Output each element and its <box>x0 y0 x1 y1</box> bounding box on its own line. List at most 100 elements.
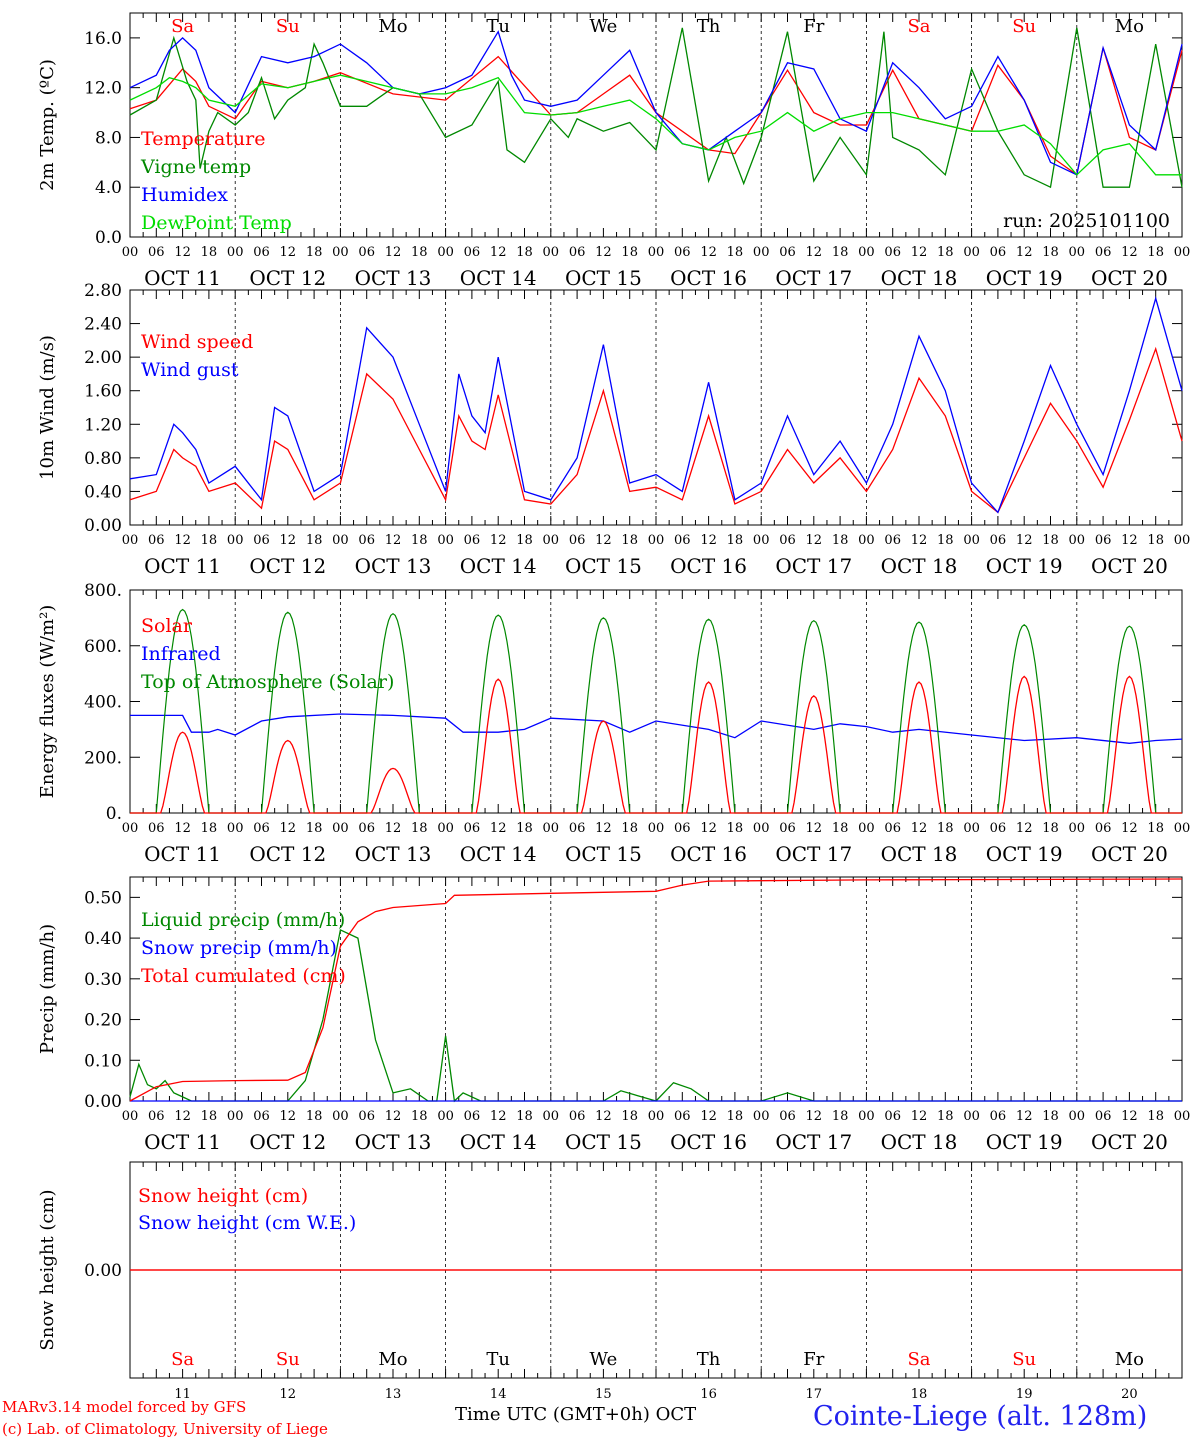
hour-label: 06 <box>779 245 796 260</box>
hour-label: 12 <box>1016 821 1033 836</box>
hour-label: 00 <box>858 245 875 260</box>
hour-label: 18 <box>621 821 638 836</box>
date-label: OCT 16 <box>670 266 747 290</box>
day-abbr-top: Tu <box>486 16 510 37</box>
hour-label: 00 <box>122 245 139 260</box>
hour-label: 18 <box>1042 821 1059 836</box>
hour-label: 00 <box>648 533 665 548</box>
day-abbr-top: Mo <box>378 16 407 37</box>
date-label: OCT 16 <box>670 842 747 866</box>
hour-label: 06 <box>148 821 165 836</box>
panel-frame <box>129 589 1183 814</box>
hour-label: 00 <box>1069 821 1086 836</box>
hour-label: 00 <box>858 1109 875 1124</box>
legend-entry: Humidex <box>141 184 228 206</box>
hour-label: 06 <box>884 1109 901 1124</box>
hour-label: 06 <box>569 245 586 260</box>
hour-label: 12 <box>1121 533 1138 548</box>
hour-label: 06 <box>1095 245 1112 260</box>
hour-label: 18 <box>516 821 533 836</box>
day-number: 17 <box>806 1387 823 1400</box>
legend-entry: Wind speed <box>141 331 253 353</box>
hour-label: 00 <box>227 1109 244 1124</box>
y-axis-title: Snow height (cm) <box>37 1189 58 1350</box>
series-vigne-temp <box>129 27 1183 189</box>
hour-label: 12 <box>1121 1109 1138 1124</box>
hour-label: 18 <box>516 1109 533 1124</box>
y-tick-label: 1.20 <box>84 415 122 435</box>
series-wind-speed <box>129 346 1183 514</box>
date-label: OCT 20 <box>1091 554 1168 578</box>
y-tick-label: 800. <box>84 581 122 601</box>
day-abbr-top: Sa <box>907 16 930 37</box>
hour-label: 06 <box>148 533 165 548</box>
date-label: OCT 18 <box>881 1130 958 1154</box>
hour-label: 12 <box>595 245 612 260</box>
hour-label: 00 <box>332 245 349 260</box>
y-tick-label: 2.80 <box>84 281 122 301</box>
legend-entry: Infrared <box>141 643 221 665</box>
y-tick-label: 1.60 <box>84 382 122 402</box>
hour-label: 18 <box>832 1109 849 1124</box>
hour-label: 06 <box>464 1109 481 1124</box>
y-tick-label: 0.00 <box>84 1092 122 1112</box>
hour-label: 18 <box>201 1109 218 1124</box>
hour-label: 18 <box>411 821 428 836</box>
hour-label: 18 <box>621 245 638 260</box>
day-number: 12 <box>280 1387 297 1400</box>
hour-label: 00 <box>332 533 349 548</box>
hour-label: 00 <box>332 821 349 836</box>
hour-label: 00 <box>1174 821 1191 836</box>
hour-label: 18 <box>621 1109 638 1124</box>
hour-label: 00 <box>1174 245 1191 260</box>
y-tick-label: 0.00 <box>84 1261 122 1281</box>
station-title: Cointe-Liege (alt. 128m) <box>813 1401 1148 1432</box>
y-tick-label: 0.10 <box>84 1051 122 1071</box>
hour-label: 12 <box>911 1109 928 1124</box>
y-tick-label: 4.0 <box>95 178 122 198</box>
date-label: OCT 17 <box>775 266 852 290</box>
hour-label: 12 <box>1016 533 1033 548</box>
date-label: OCT 13 <box>355 1130 432 1154</box>
y-axis-title: Precip (mm/h) <box>37 924 58 1054</box>
series-total-cumulated-cm <box>129 878 1183 1102</box>
hour-label: 06 <box>358 533 375 548</box>
day-abbr-bottom: Fr <box>803 1349 824 1370</box>
y-tick-label: 0.0 <box>95 228 122 248</box>
day-number: 15 <box>595 1387 612 1400</box>
date-label: OCT 20 <box>1091 1130 1168 1154</box>
date-label: OCT 17 <box>775 842 852 866</box>
date-label: OCT 19 <box>986 1130 1063 1154</box>
day-abbr-bottom: Su <box>276 1349 300 1370</box>
date-label: OCT 11 <box>144 842 221 866</box>
hour-label: 00 <box>227 821 244 836</box>
hour-label: 12 <box>1121 821 1138 836</box>
panel-energy <box>129 589 1183 814</box>
hour-label: 06 <box>1095 821 1112 836</box>
hour-label: 12 <box>1121 245 1138 260</box>
legend-entry: Top of Atmosphere (Solar) <box>141 671 394 693</box>
y-tick-label: 8.0 <box>95 128 122 148</box>
hour-label: 12 <box>174 821 191 836</box>
hour-label: 12 <box>1016 1109 1033 1124</box>
hour-label: 06 <box>884 533 901 548</box>
hour-label: 06 <box>148 245 165 260</box>
hour-label: 00 <box>543 821 560 836</box>
hour-label: 00 <box>753 533 770 548</box>
date-label: OCT 19 <box>986 266 1063 290</box>
date-label: OCT 12 <box>249 1130 326 1154</box>
hour-label: 18 <box>306 533 323 548</box>
day-abbr-bottom: We <box>590 1349 618 1370</box>
legend-entry: Liquid precip (mm/h) <box>141 909 345 931</box>
day-number: 11 <box>174 1387 191 1400</box>
hour-label: 00 <box>437 533 454 548</box>
day-number: 19 <box>1016 1387 1033 1400</box>
hour-label: 06 <box>569 821 586 836</box>
day-abbr-bottom: Th <box>697 1349 721 1370</box>
hour-label: 06 <box>779 533 796 548</box>
hour-label: 18 <box>727 245 744 260</box>
hour-label: 12 <box>911 821 928 836</box>
legend-entry: DewPoint Temp <box>141 212 292 234</box>
hour-label: 12 <box>280 245 297 260</box>
hour-label: 06 <box>358 245 375 260</box>
